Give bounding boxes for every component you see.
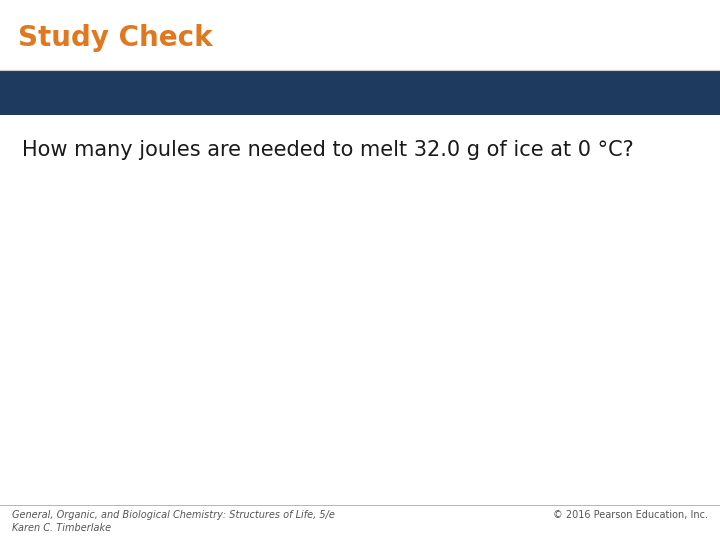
Bar	[0, 70, 720, 115]
Text: Study Check: Study Check	[18, 24, 212, 52]
Text: © 2016 Pearson Education, Inc.: © 2016 Pearson Education, Inc.	[553, 510, 708, 520]
Text: General, Organic, and Biological Chemistry: Structures of Life, 5/e
Karen C. Tim: General, Organic, and Biological Chemist…	[12, 510, 335, 533]
Text: How many joules are needed to melt 32.0 g of ice at 0 °C?: How many joules are needed to melt 32.0 …	[22, 140, 634, 160]
